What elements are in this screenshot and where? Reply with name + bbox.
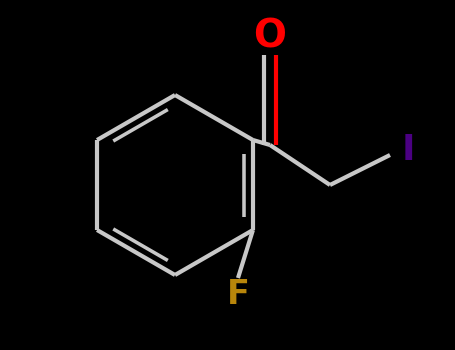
- Text: F: F: [227, 278, 249, 310]
- Text: O: O: [253, 18, 287, 56]
- Text: I: I: [401, 133, 415, 167]
